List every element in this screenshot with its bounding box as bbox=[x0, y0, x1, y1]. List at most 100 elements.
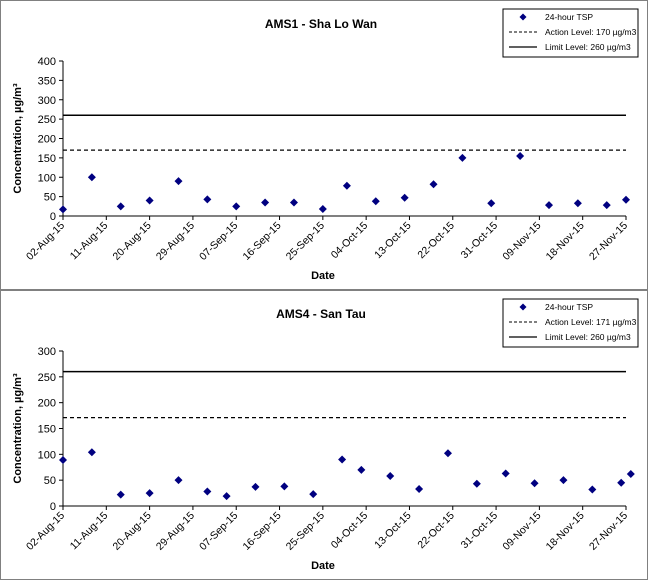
chart2-title: AMS4 - San Tau bbox=[276, 307, 366, 321]
chart2-x-tick-label: 20-Aug-15 bbox=[111, 510, 154, 553]
chart2-x-tick-label: 18-Nov-15 bbox=[544, 510, 587, 553]
chart2-legend-label: 24-hour TSP bbox=[545, 302, 593, 312]
chart2-data-point bbox=[87, 448, 96, 457]
chart2-legend-marker-tsp bbox=[519, 303, 527, 311]
chart1-y-tick-label: 50 bbox=[44, 192, 56, 204]
chart1-x-tick-label: 25-Sep-15 bbox=[284, 220, 327, 263]
chart2-x-tick-label: 22-Oct-15 bbox=[415, 510, 457, 552]
chart1-y-tick-label: 250 bbox=[38, 114, 56, 126]
chart1-data-point bbox=[232, 202, 241, 211]
chart-panel-ams4: AMS4 - San Tau 0 50 100 150 200 250 300 02-Aug-1… bbox=[0, 290, 648, 580]
chart1-data-point bbox=[342, 181, 351, 190]
chart1-data-point bbox=[261, 198, 270, 207]
chart2-data-point bbox=[357, 465, 366, 474]
chart1-x-tick-label: 20-Aug-15 bbox=[111, 220, 154, 263]
chart2-x-tick-label: 27-Nov-15 bbox=[587, 510, 630, 553]
chart2-x-tick-label: 25-Sep-15 bbox=[284, 510, 327, 553]
chart2-data-point bbox=[588, 485, 597, 494]
chart1-data-point bbox=[318, 205, 327, 214]
chart2-data-point bbox=[116, 490, 125, 499]
chart1-x-tick-label: 27-Nov-15 bbox=[587, 220, 630, 263]
chart1-y-tick-label: 150 bbox=[38, 153, 56, 165]
chart1-x-tick-label: 07-Sep-15 bbox=[197, 220, 240, 263]
chart2-x-tick-label: 16-Sep-15 bbox=[240, 510, 283, 553]
chart2-x-tick-label: 04-Oct-15 bbox=[329, 510, 371, 552]
chart1-data-point bbox=[174, 177, 183, 186]
chart2-y-tick-label: 250 bbox=[38, 372, 56, 384]
chart1-x-tick-label: 09-Nov-15 bbox=[500, 220, 543, 263]
chart1-y-tick-label: 100 bbox=[38, 172, 56, 184]
chart1-legend-label: 24-hour TSP bbox=[545, 12, 593, 22]
chart2-y-tick-label: 100 bbox=[38, 449, 56, 461]
chart1-x-tick-label: 29-Aug-15 bbox=[154, 220, 197, 263]
chart2-data-point bbox=[251, 482, 260, 491]
chart1-legend-label: Action Level: 170 µg/m3 bbox=[545, 27, 637, 37]
chart2-x-tick-label: 07-Sep-15 bbox=[197, 510, 240, 553]
chart1-title: AMS1 - Sha Lo Wan bbox=[265, 17, 377, 31]
chart1-data-point bbox=[516, 151, 525, 160]
chart2-data-point bbox=[559, 476, 568, 485]
chart2-data-point bbox=[501, 469, 510, 478]
chart2-data-point bbox=[443, 449, 452, 458]
chart2-x-axis-label: Date bbox=[311, 560, 335, 572]
chart1-y-tick-label: 300 bbox=[38, 95, 56, 107]
chart2-data-point bbox=[280, 482, 289, 491]
chart1-data-point bbox=[203, 195, 212, 204]
chart2-y-axis-label: Concentration, µg/m³ bbox=[12, 373, 24, 484]
chart-panel-ams1: AMS1 - Sha Lo Wan 0 50 100 150 200 250 300 350 40… bbox=[0, 0, 648, 290]
chart1-y-tick-label: 350 bbox=[38, 75, 56, 87]
chart1-x-tick-label: 31-Oct-15 bbox=[459, 220, 501, 262]
chart1-legend-marker-tsp bbox=[519, 13, 527, 21]
chart1-x-tick-label: 18-Nov-15 bbox=[544, 220, 587, 263]
chart1-y-tick-label: 400 bbox=[38, 56, 56, 68]
chart1-data-point bbox=[573, 199, 582, 208]
chart1-data-point bbox=[458, 153, 467, 162]
chart1-x-tick-label: 04-Oct-15 bbox=[329, 220, 371, 262]
chart2-data-point bbox=[386, 472, 395, 481]
chart2-legend-label: Limit Level: 260 µg/m3 bbox=[545, 332, 631, 342]
chart2-data-point bbox=[626, 469, 635, 478]
chart2-data-point bbox=[338, 455, 347, 464]
chart2-y-tick-label: 0 bbox=[50, 501, 56, 513]
chart2-data-point bbox=[203, 487, 212, 496]
chart2-data-point bbox=[174, 476, 183, 485]
chart-ams4-svg: AMS4 - San Tau 0 50 100 150 200 250 300 02-Aug-1… bbox=[12, 298, 639, 572]
chart-ams1-svg: AMS1 - Sha Lo Wan 0 50 100 150 200 250 300 350 40… bbox=[12, 8, 639, 282]
chart1-data-point bbox=[545, 201, 554, 210]
chart2-x-tick-label: 13-Oct-15 bbox=[372, 510, 414, 552]
chart2-x-tick-label: 02-Aug-15 bbox=[24, 510, 67, 553]
chart1-x-tick-label: 16-Sep-15 bbox=[240, 220, 283, 263]
chart1-data-point bbox=[400, 193, 409, 202]
chart1-x-tick-label: 02-Aug-15 bbox=[24, 220, 67, 263]
chart2-data-point bbox=[309, 490, 318, 499]
chart1-x-tick-label: 13-Oct-15 bbox=[372, 220, 414, 262]
chart1-data-point bbox=[371, 197, 380, 206]
chart2-x-tick-label: 09-Nov-15 bbox=[500, 510, 543, 553]
chart1-x-tick-label: 11-Aug-15 bbox=[68, 220, 111, 263]
chart1-x-axis-label: Date bbox=[311, 270, 335, 282]
chart1-data-point bbox=[116, 202, 125, 211]
chart1-data-point bbox=[622, 195, 630, 204]
chart1-data-point bbox=[145, 196, 154, 205]
chart2-data-point bbox=[222, 492, 231, 501]
chart2-data-point bbox=[59, 456, 67, 465]
chart1-y-tick-label: 200 bbox=[38, 134, 56, 146]
chart1-data-point bbox=[429, 180, 438, 189]
chart2-data-point bbox=[415, 484, 424, 493]
chart1-data-point bbox=[289, 198, 298, 207]
chart1-data-point bbox=[87, 173, 96, 182]
chart2-y-tick-label: 300 bbox=[38, 346, 56, 358]
chart1-x-tick-label: 22-Oct-15 bbox=[415, 220, 457, 262]
chart2-x-tick-label: 29-Aug-15 bbox=[154, 510, 197, 553]
chart2-y-tick-label: 50 bbox=[44, 475, 56, 487]
chart2-data-point bbox=[617, 478, 626, 487]
chart1-y-axis-label: Concentration, µg/m³ bbox=[12, 83, 24, 194]
chart1-data-point bbox=[59, 205, 67, 214]
chart2-data-point bbox=[145, 489, 154, 498]
chart2-data-point bbox=[472, 479, 481, 488]
chart2-data-point bbox=[530, 479, 539, 488]
chart2-legend-label: Action Level: 171 µg/m3 bbox=[545, 317, 637, 327]
chart2-x-tick-label: 31-Oct-15 bbox=[459, 510, 501, 552]
chart1-data-point bbox=[487, 199, 496, 208]
chart1-y-tick-label: 0 bbox=[50, 211, 56, 223]
